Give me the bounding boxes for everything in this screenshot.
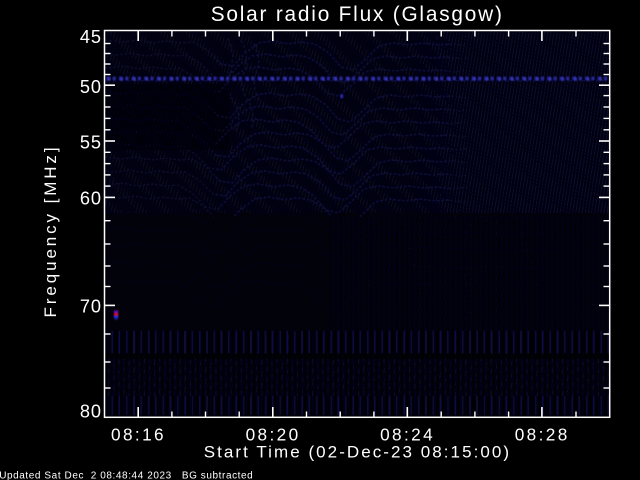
- svg-text:50: 50: [80, 77, 102, 97]
- svg-text:Updated Sat Dec 2 08:48:44 20: Updated Sat Dec 2 08:48:44 2023 BG subtr…: [0, 470, 253, 480]
- svg-text:Solar radio Flux (Glasgow): Solar radio Flux (Glasgow): [211, 3, 504, 26]
- svg-text:Start Time (02-Dec-23 08:15:00: Start Time (02-Dec-23 08:15:00): [204, 443, 511, 462]
- svg-text:Frequency [MHz]: Frequency [MHz]: [41, 145, 60, 318]
- svg-text:70: 70: [80, 297, 102, 317]
- svg-text:45: 45: [80, 27, 102, 47]
- svg-text:08:24: 08:24: [380, 425, 435, 445]
- svg-text:60: 60: [80, 189, 102, 209]
- svg-text:08:20: 08:20: [246, 425, 301, 445]
- svg-text:55: 55: [80, 132, 102, 152]
- svg-text:80: 80: [80, 401, 102, 421]
- svg-text:08:16: 08:16: [111, 425, 166, 445]
- svg-text:08:28: 08:28: [515, 425, 570, 445]
